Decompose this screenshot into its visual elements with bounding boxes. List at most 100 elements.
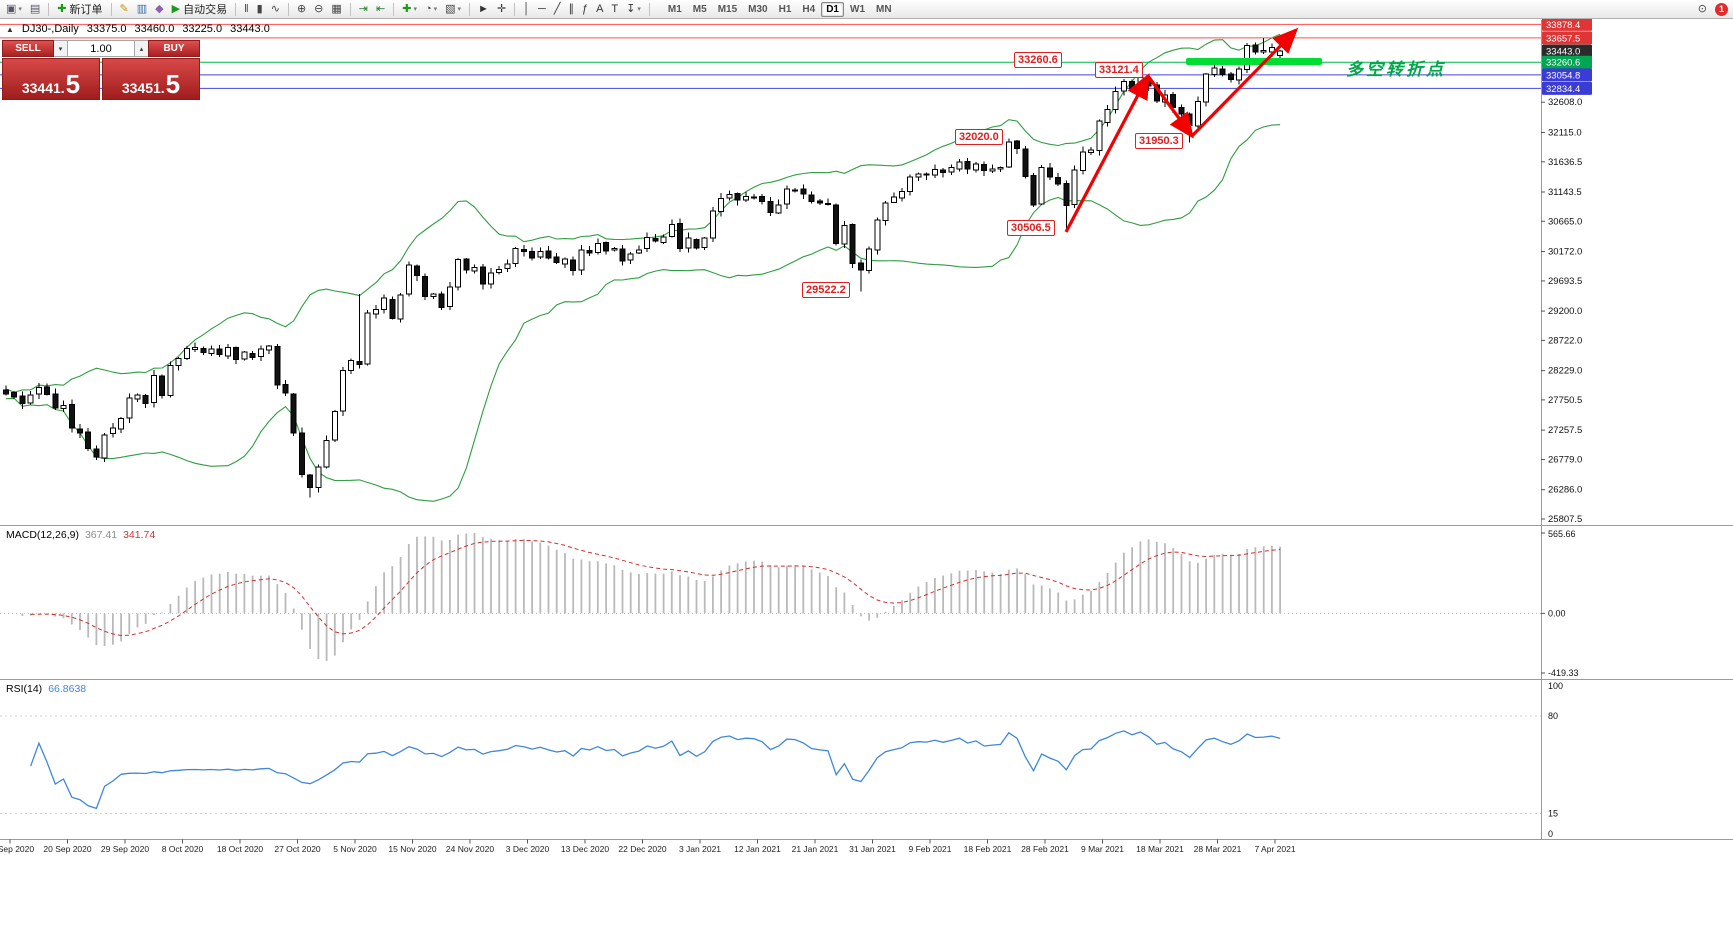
price-annotation[interactable]: 33260.6 <box>1014 52 1062 68</box>
candlesticks <box>3 37 1284 498</box>
channel-icon[interactable]: ∥ <box>565 1 577 17</box>
timeframe-W1[interactable]: W1 <box>850 3 865 15</box>
svg-text:18 Mar 2021: 18 Mar 2021 <box>1136 844 1184 854</box>
volume-increase-button[interactable]: ▴ <box>135 40 148 57</box>
svg-text:28722.0: 28722.0 <box>1548 335 1582 346</box>
templates-icon-dropdown[interactable]: ▾ <box>457 6 462 13</box>
price-annotation[interactable]: 32020.0 <box>955 129 1003 145</box>
oneclick-toggle-icon[interactable]: ▲ <box>6 24 14 34</box>
symbol-period-label: DJ30-,Daily <box>21 23 79 35</box>
timeframe-H4[interactable]: H4 <box>802 3 816 15</box>
sell-price-big-digit: 5 <box>65 68 81 99</box>
turning-point-highlight[interactable] <box>1186 58 1322 65</box>
price-annotation[interactable]: 33121.4 <box>1095 62 1143 78</box>
sell-button[interactable]: SELL <box>2 40 54 57</box>
svg-text:26779.0: 26779.0 <box>1548 455 1582 466</box>
svg-text:5 Nov 2020: 5 Nov 2020 <box>333 844 377 854</box>
volume-decrease-button[interactable]: ▾ <box>54 40 67 57</box>
timeframe-M30[interactable]: M30 <box>748 3 768 15</box>
price-annotation[interactable]: 31950.3 <box>1135 133 1183 149</box>
trendline-icon-glyph: ╱ <box>553 2 561 15</box>
trend-arrows[interactable] <box>1064 27 1299 233</box>
templates-icon[interactable]: ▧ ▾ <box>442 1 464 17</box>
svg-text:18 Oct 2020: 18 Oct 2020 <box>217 844 264 854</box>
price-annotation[interactable]: 30506.5 <box>1007 220 1055 236</box>
text-icon[interactable]: A <box>593 1 606 17</box>
autotrading-button[interactable]: ▶ 自动交易 <box>169 1 230 17</box>
svg-text:9 Mar 2021: 9 Mar 2021 <box>1081 844 1124 854</box>
timeframe-group: M1 M5 M15 M30 H1 H4 D1 W1 MN <box>663 1 897 17</box>
horizontal-line-icon[interactable]: ─ <box>535 1 549 17</box>
zoom-in-icon[interactable]: ⊕ <box>294 1 309 17</box>
fibonacci-icon[interactable]: ƒ <box>579 1 591 17</box>
line-chart-icon[interactable]: ∿ <box>268 1 283 17</box>
new-chart-icon-glyph: ▣ <box>6 2 17 15</box>
svg-text:24 Nov 2020: 24 Nov 2020 <box>446 844 494 854</box>
timeframe-M1[interactable]: M1 <box>667 3 682 15</box>
timeframe-MN[interactable]: MN <box>876 3 892 15</box>
market-watch-icon[interactable]: ▥ <box>134 1 150 17</box>
svg-text:26286.0: 26286.0 <box>1548 485 1582 496</box>
sell-price-button[interactable]: 33441. 5 <box>2 58 100 100</box>
toolbar-separator <box>287 2 289 16</box>
new-chart-icon-dropdown[interactable]: ▾ <box>18 6 22 13</box>
metaeditor-icon[interactable]: ✎ <box>117 1 132 17</box>
cursor-icon[interactable]: ► <box>475 1 492 17</box>
svg-text:31 Jan 2021: 31 Jan 2021 <box>849 844 896 854</box>
periods-icon[interactable]: ◔ ▾ <box>422 1 440 17</box>
vertical-line-icon-glyph: │ <box>523 2 531 15</box>
bar-chart-icon[interactable]: ‖ <box>241 1 252 17</box>
arrows-tool-icon-dropdown[interactable]: ▾ <box>637 6 641 13</box>
fibonacci-icon-glyph: ƒ <box>581 2 589 15</box>
buy-button[interactable]: BUY <box>148 40 200 57</box>
trendline-icon[interactable]: ╱ <box>551 1 564 17</box>
svg-text:33054.8: 33054.8 <box>1546 70 1580 81</box>
toolbar-separator <box>648 2 650 16</box>
tile-windows-icon[interactable]: ▦ <box>328 1 344 17</box>
macd-name: MACD(12,26,9) <box>6 529 79 541</box>
candlestick-chart-icon[interactable]: ▮ <box>254 1 266 17</box>
svg-text:8 Oct 2020: 8 Oct 2020 <box>162 844 204 854</box>
timeframe-M15[interactable]: M15 <box>717 3 738 15</box>
cursor-icon-glyph: ► <box>478 2 489 15</box>
timeframe-M5[interactable]: M5 <box>692 3 707 15</box>
notification-badge[interactable]: 1 <box>1715 2 1728 16</box>
quick-search-icon[interactable]: ⊙ <box>1695 1 1710 17</box>
toolbar-separator <box>469 2 471 16</box>
timeframe-D1[interactable]: D1 <box>821 1 844 17</box>
arrows-tool-icon[interactable]: ↧ ▾ <box>623 1 644 17</box>
quote-open: 33375.0 <box>86 23 127 35</box>
svg-text:7 Apr 2021: 7 Apr 2021 <box>1254 844 1295 854</box>
quote-high: 33460.0 <box>134 23 175 35</box>
svg-text:32834.4: 32834.4 <box>1546 84 1580 95</box>
auto-scroll-icon[interactable]: ⇥ <box>356 1 371 17</box>
navigator-icon[interactable]: ◆ <box>152 1 166 17</box>
profiles-icon-glyph: ▤ <box>29 2 41 15</box>
profiles-icon[interactable]: ▤ <box>27 1 43 17</box>
svg-text:27 Oct 2020: 27 Oct 2020 <box>274 844 321 854</box>
indicators-icon-glyph: ✚ <box>402 2 412 15</box>
indicators-icon[interactable]: ✚ ▾ <box>399 1 420 17</box>
new-chart-icon[interactable]: ▣ ▾ <box>3 1 25 17</box>
price-annotation[interactable]: 29522.2 <box>802 282 850 298</box>
svg-text:29693.5: 29693.5 <box>1548 276 1582 287</box>
crosshair-icon[interactable]: ✛ <box>494 1 509 17</box>
svg-text:28 Mar 2021: 28 Mar 2021 <box>1194 844 1242 854</box>
zoom-out-icon[interactable]: ⊖ <box>311 1 326 17</box>
svg-text:13 Dec 2020: 13 Dec 2020 <box>561 844 609 854</box>
label-icon[interactable]: T <box>608 1 621 17</box>
indicators-icon-dropdown[interactable]: ▾ <box>413 6 417 13</box>
periods-icon-dropdown[interactable]: ▾ <box>433 6 438 13</box>
buy-price-button[interactable]: 33451. 5 <box>102 58 200 100</box>
volume-input[interactable] <box>67 40 135 57</box>
timeframe-H1[interactable]: H1 <box>778 3 792 15</box>
vertical-line-icon[interactable]: │ <box>520 1 533 17</box>
svg-text:100: 100 <box>1548 681 1563 691</box>
new-order-button[interactable]: ✚ 新订单 <box>54 1 105 17</box>
time-scale[interactable]: 10 Sep 2020 20 Sep 2020 29 Sep 2020 8 Oct 2… <box>0 839 1296 855</box>
note-text[interactable]: 多空转折点 <box>1346 60 1446 79</box>
price-scale[interactable]: 32608.0 32115.0 31636.5 31143.5 30665.0 30172… <box>1541 17 1592 525</box>
horizontal-lines[interactable] <box>0 23 1541 89</box>
chart-shift-icon[interactable]: ⇤ <box>373 1 388 17</box>
